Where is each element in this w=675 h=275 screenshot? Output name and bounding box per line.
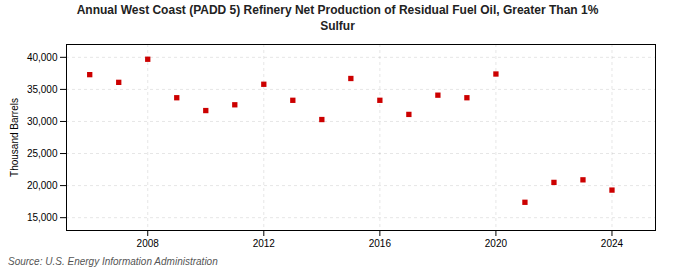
svg-text:2020: 2020 xyxy=(485,238,508,249)
svg-text:40,000: 40,000 xyxy=(27,52,58,63)
html-text:Annual West Coast (PADD 5) Ref: Annual West Coast (PADD 5) Refinery Net … xyxy=(76,3,599,33)
svg-text:2016: 2016 xyxy=(369,238,392,249)
svg-text:25,000: 25,000 xyxy=(27,148,58,159)
svg-text:20,000: 20,000 xyxy=(27,180,58,191)
svg-text:15,000: 15,000 xyxy=(27,212,58,223)
svg-text:35,000: 35,000 xyxy=(27,84,58,95)
html-text:Source: U.S. Energy Informatio: Source: U.S. Energy Information Administ… xyxy=(8,256,218,268)
svg-text:30,000: 30,000 xyxy=(27,116,58,127)
svg-text:2008: 2008 xyxy=(137,238,160,249)
svg-text:Thousand Barrels: Thousand Barrels xyxy=(9,98,20,177)
svg-text:2024: 2024 xyxy=(601,238,624,249)
svg-text:2012: 2012 xyxy=(253,238,276,249)
